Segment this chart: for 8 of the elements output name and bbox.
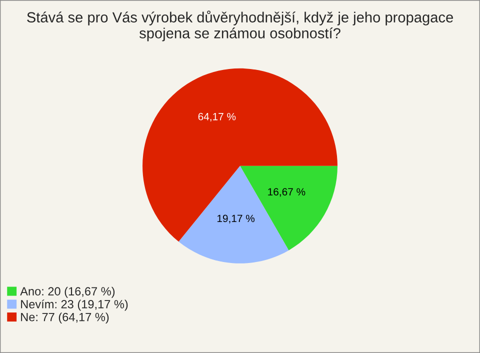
legend-label: Ne: 77 (64,17 %) bbox=[21, 312, 109, 324]
chart-title: Stává se pro Vás výrobek důvěryhodnější, když je jeho propagace spojena se známou osobností? bbox=[27, 10, 453, 42]
pie-slice bbox=[142, 68, 338, 242]
legend-label: Nevím: 23 (19,17 %) bbox=[21, 300, 128, 311]
legend-label: Ano: 20 (16,67 %) bbox=[20, 286, 115, 298]
data-label: 64,17 % bbox=[198, 112, 236, 122]
data-label: 16,67 % bbox=[268, 188, 306, 197]
data-label: 19,17 % bbox=[217, 214, 255, 224]
